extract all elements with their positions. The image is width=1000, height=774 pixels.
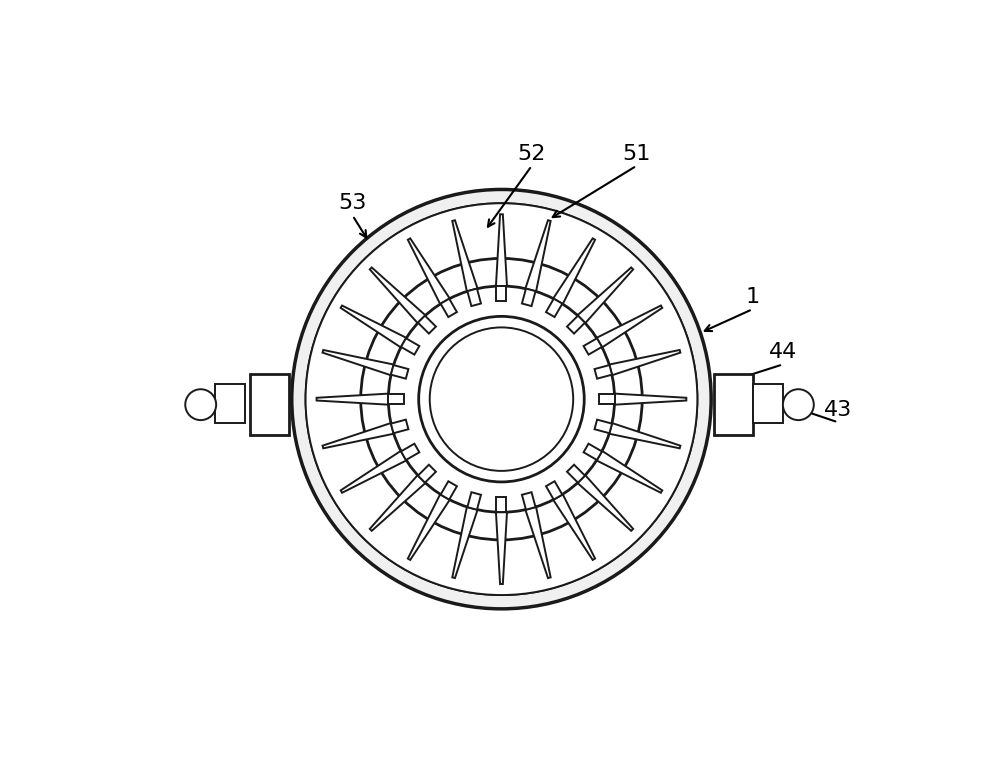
Circle shape [185,389,216,420]
Polygon shape [522,289,536,306]
Polygon shape [452,507,478,578]
Polygon shape [546,481,562,499]
Polygon shape [370,268,425,323]
Polygon shape [441,481,457,499]
Polygon shape [467,492,481,510]
Text: 52: 52 [518,144,546,163]
Polygon shape [567,316,585,334]
Text: 44: 44 [769,342,797,362]
Circle shape [783,389,814,420]
Polygon shape [496,214,507,286]
Circle shape [388,286,615,512]
Text: 1: 1 [745,287,760,307]
Polygon shape [317,394,388,405]
Polygon shape [401,444,419,460]
Polygon shape [441,299,457,317]
Polygon shape [391,365,408,378]
Bar [215,384,245,423]
Bar [753,384,783,423]
Polygon shape [609,423,680,448]
Polygon shape [599,394,615,404]
Polygon shape [609,350,680,375]
Text: 51: 51 [622,144,651,163]
Polygon shape [408,238,450,304]
Polygon shape [525,507,551,578]
Polygon shape [418,464,436,483]
Circle shape [306,204,697,595]
Polygon shape [408,495,450,560]
Polygon shape [341,451,406,493]
Text: 43: 43 [824,400,852,420]
Text: 53: 53 [338,194,367,214]
Circle shape [419,317,584,482]
Bar [250,375,289,435]
Circle shape [361,259,642,540]
Polygon shape [323,350,394,375]
Polygon shape [496,286,506,302]
Polygon shape [567,464,585,483]
Polygon shape [496,497,506,512]
Circle shape [306,204,697,595]
Polygon shape [553,495,595,560]
Polygon shape [391,420,408,433]
Polygon shape [370,475,425,531]
Polygon shape [418,316,436,334]
Polygon shape [522,492,536,510]
Polygon shape [584,338,602,354]
Polygon shape [595,420,612,433]
Polygon shape [578,268,633,323]
Bar [714,375,753,435]
Circle shape [292,190,711,609]
Polygon shape [496,512,507,584]
Polygon shape [401,338,419,354]
Polygon shape [584,444,602,460]
Polygon shape [597,451,662,493]
Polygon shape [323,423,394,448]
Polygon shape [595,365,612,378]
Polygon shape [615,394,686,405]
Polygon shape [597,306,662,348]
Polygon shape [341,306,406,348]
Polygon shape [467,289,481,306]
Polygon shape [525,221,551,291]
Polygon shape [553,238,595,304]
Polygon shape [578,475,633,531]
Polygon shape [388,394,404,404]
Circle shape [430,327,573,471]
Polygon shape [452,221,478,291]
Polygon shape [546,299,562,317]
